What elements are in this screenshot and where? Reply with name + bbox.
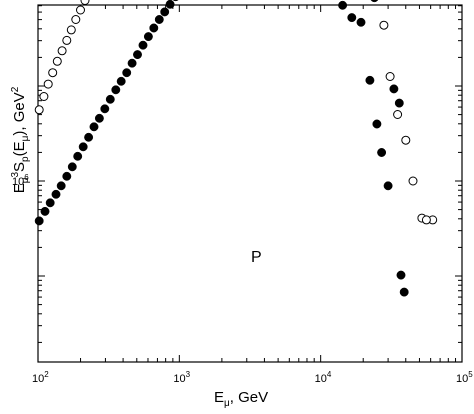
filled-data-point [154, 15, 164, 24]
open-data-point [57, 46, 67, 56]
filled-data-point [78, 142, 88, 152]
y-tick-label: 106 [12, 173, 29, 188]
filled-data-point [111, 85, 121, 95]
open-data-point [76, 5, 85, 15]
filled-data-point [89, 122, 99, 132]
open-data-point [62, 35, 72, 45]
open-data-point [43, 79, 53, 89]
filled-data-point [56, 181, 66, 191]
filled-data-point [160, 7, 170, 17]
filled-data-point [365, 75, 375, 85]
filled-data-point [34, 216, 44, 226]
filled-data-point [122, 68, 132, 78]
open-data-point [401, 135, 411, 145]
x-tick-label: 103 [173, 370, 190, 385]
filled-data-point [40, 206, 50, 216]
series-filled-circles [34, 0, 409, 297]
filled-data-point [62, 171, 72, 181]
filled-data-point [105, 94, 115, 104]
filled-data-point [45, 198, 55, 208]
filled-data-point [399, 287, 409, 297]
filled-data-point [377, 148, 387, 157]
svg-text:Eμ3Sp(Eμ), GeV2: Eμ3Sp(Eμ), GeV2 [10, 86, 31, 193]
open-data-point [393, 110, 403, 119]
filled-data-point [356, 17, 366, 27]
open-data-point [52, 56, 62, 66]
filled-data-point [396, 270, 406, 280]
filled-data-point [370, 0, 379, 3]
filled-data-point [172, 0, 179, 2]
filled-data-point [143, 32, 153, 42]
filled-data-point [127, 58, 137, 68]
filled-data-point [94, 113, 104, 123]
open-data-point [48, 68, 58, 78]
open-data-point [385, 72, 395, 81]
filled-data-point [138, 40, 148, 50]
filled-data-point [149, 23, 159, 33]
x-tick-labels: 102 103 104 105 [32, 370, 473, 385]
y-tick-labels: 106 [12, 173, 29, 188]
filled-data-point [389, 84, 399, 94]
filled-data-point [394, 98, 404, 108]
x-tick-label: 102 [32, 370, 49, 385]
filled-data-point [84, 132, 94, 142]
filled-data-point [116, 76, 126, 86]
filled-data-point [73, 151, 83, 161]
open-data-point [80, 0, 90, 5]
filled-data-point [67, 162, 77, 172]
filled-data-point [347, 13, 357, 23]
open-data-point [39, 92, 49, 101]
series-open-circles [34, 0, 438, 225]
open-data-point [66, 25, 76, 35]
x-tick-label: 104 [315, 370, 332, 385]
x-tick-label: 105 [456, 370, 473, 385]
plot-frame [37, 4, 463, 363]
filled-data-point [133, 50, 142, 60]
open-data-point [408, 176, 418, 186]
axis-ticks [37, 5, 463, 362]
filled-data-point [51, 189, 61, 199]
filled-data-point [165, 0, 175, 9]
y-axis-title: Eμ3Sp(Eμ), GeV2 [10, 86, 31, 193]
filled-data-point [100, 104, 110, 114]
filled-data-point [372, 119, 382, 129]
open-data-point [421, 215, 431, 225]
annotation-p: P [251, 249, 262, 266]
filled-data-point [338, 0, 348, 10]
open-data-point [71, 15, 81, 24]
filled-data-point [383, 181, 393, 191]
open-data-point [34, 105, 44, 115]
open-data-point [379, 20, 389, 30]
x-axis-title: Eμ, GeV [214, 389, 268, 409]
